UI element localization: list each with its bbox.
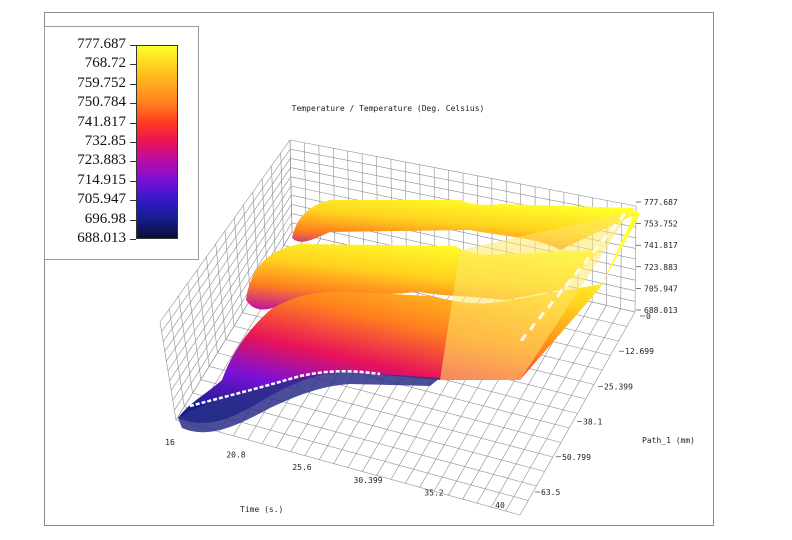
y-tick-label: 12.699 (625, 347, 654, 356)
surface-highlight (619, 212, 627, 221)
surface-highlight (547, 300, 555, 309)
z-tick-label: 705.947 (644, 284, 678, 293)
colorbar-tick (130, 142, 136, 143)
chart-title: Temperature / Temperature (Deg. Celsius) (292, 104, 485, 113)
wall-grid-line (169, 195, 292, 381)
surface-contour (189, 369, 381, 408)
surface-highlight (556, 289, 564, 298)
colorbar-label: 732.85 (84, 133, 126, 149)
surface-highlight (538, 311, 546, 320)
surface-highlight (592, 245, 600, 254)
colorbar-label: 696.98 (84, 210, 126, 227)
y-tick-label: 38.1 (583, 418, 602, 427)
colorbar-label: 750.784 (77, 94, 126, 111)
y-tick-label: 25.399 (604, 382, 633, 391)
surface-highlight (610, 223, 618, 232)
wall-grid-line (174, 222, 293, 411)
z-tick-label: 753.752 (644, 220, 678, 229)
colorbar-tick (130, 103, 136, 105)
wall-grid-line (167, 185, 292, 372)
colorbar-tick (130, 161, 136, 163)
z-tick-label: 777.687 (644, 198, 678, 207)
wall-grid-line (161, 149, 291, 332)
colorbar-label: 741.817 (77, 113, 126, 130)
z-tick-label: 688.013 (644, 306, 678, 315)
surface-highlight (601, 234, 609, 243)
y-axis-label: Path_1 (mm) (642, 436, 695, 445)
colorbar-tick (130, 239, 136, 240)
wall-grid-line (162, 158, 291, 342)
colorbar-label: 723.883 (77, 152, 126, 169)
colorbar-tick (130, 219, 136, 221)
x-tick-label: 35.2 (424, 488, 443, 497)
colorbar-tick (130, 45, 136, 46)
colorbar-label: 705.947 (77, 191, 126, 208)
colorbar-label: 759.752 (77, 74, 126, 91)
colorbar-label: 714.915 (77, 171, 126, 188)
wall-grid-line (172, 213, 292, 401)
wall-grid-line (290, 148, 636, 217)
z-tick-label: 741.817 (644, 241, 678, 250)
y-tick-label: 0 (646, 312, 651, 321)
x-tick-label: 20.8 (226, 451, 245, 460)
surface-trough (178, 372, 440, 433)
wall-grid-line (170, 204, 292, 391)
wall-grid-line (166, 176, 292, 362)
surface-highlight (565, 278, 573, 287)
colorbar-label: 768.72 (84, 55, 126, 72)
colorbar-tick (130, 64, 136, 66)
y-tick-label: 63.5 (541, 488, 560, 497)
surface-highlight (573, 267, 582, 276)
wall-grid-line (289, 139, 637, 207)
wall-grid-line (164, 167, 291, 352)
x-tick-label: 25.6 (292, 463, 311, 472)
colorbar-legend: 777.687 768.72 759.752 750.784 741.817 732.85… (44, 26, 199, 260)
colorbar-tick (130, 180, 136, 182)
colorbar-tick (130, 83, 136, 85)
surface-highlight (583, 256, 591, 265)
colorbar-label: 688.013 (77, 230, 126, 246)
wall-grid-line (159, 139, 291, 323)
colorbar-tick (130, 122, 136, 124)
colorbar-tick (130, 200, 136, 202)
surface-highlight (520, 333, 528, 342)
x-tick-label: 16 (165, 438, 175, 447)
surface-plateau (440, 212, 630, 380)
surface-highlight (529, 322, 537, 331)
x-tick-label: 40 (495, 501, 505, 510)
colorbar-label: 777.687 (77, 36, 126, 52)
colorbar-gradient (136, 45, 178, 239)
x-tick-label: 30.399 (354, 476, 383, 485)
x-axis-label: Time (s.) (240, 505, 283, 514)
floor-grid-line (175, 419, 521, 516)
z-tick-label: 723.883 (644, 263, 678, 272)
y-tick-label: 50.799 (562, 453, 591, 462)
